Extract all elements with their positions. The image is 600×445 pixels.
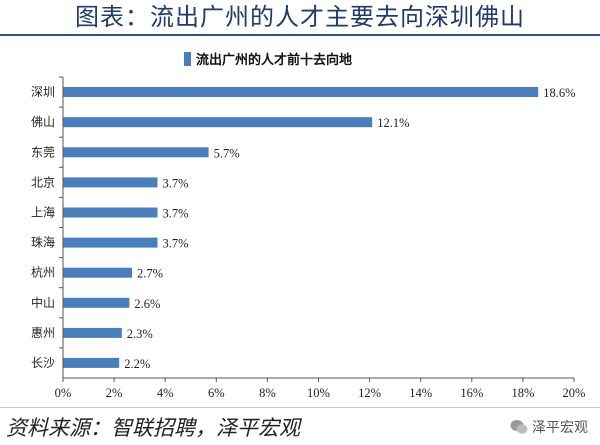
legend-label: 流出广州的人才前十去向地 <box>196 52 352 68</box>
x-tick-label: 4% <box>157 386 174 400</box>
x-tick-label: 6% <box>208 386 225 400</box>
brand-name: 泽平宏观 <box>532 420 588 436</box>
category-label: 佛山 <box>31 115 55 129</box>
value-label: 3.7% <box>163 207 189 221</box>
x-tick-label: 14% <box>409 386 432 400</box>
bar-0 <box>63 87 539 97</box>
bars-group <box>63 87 539 368</box>
category-label: 杭州 <box>31 265 55 280</box>
bar-5 <box>63 237 158 248</box>
category-label: 珠海 <box>31 235 55 250</box>
bar-8 <box>63 327 122 338</box>
category-label: 北京 <box>31 175 55 189</box>
x-tick-label: 18% <box>511 386 534 400</box>
page-title: 图表：流出广州的人才主要去向深圳佛山 <box>75 3 525 31</box>
value-label: 5.7% <box>214 146 240 160</box>
bar-6 <box>63 267 132 278</box>
x-tick-label: 2% <box>106 386 123 400</box>
value-label: 3.7% <box>163 237 189 251</box>
x-tick-label: 16% <box>460 386 483 400</box>
x-tick-label: 20% <box>563 386 586 400</box>
bar-2 <box>63 147 209 158</box>
category-label: 长沙 <box>31 356 55 370</box>
x-tick-label: 8% <box>259 386 276 400</box>
x-tick-label: 12% <box>358 386 381 400</box>
value-label: 2.3% <box>127 327 153 341</box>
wechat-icon <box>510 420 528 434</box>
bar-9 <box>63 357 120 368</box>
bar-7 <box>63 297 130 308</box>
legend-swatch <box>184 52 191 66</box>
value-label: 2.2% <box>124 357 150 371</box>
value-label: 2.6% <box>134 297 160 311</box>
bar-1 <box>63 117 373 128</box>
bar-4 <box>63 207 158 218</box>
value-labels: 18.6% 12.1% 5.7% 3.7% 3.7% 3.7% 2.7% 2.6% 2.3% 2.… <box>124 86 575 371</box>
category-label: 中山 <box>31 295 55 310</box>
bar-3 <box>63 177 158 188</box>
category-label: 上海 <box>31 205 55 220</box>
title-bar: 图表：流出广州的人才主要去向深圳佛山 <box>0 0 600 36</box>
source-bar: 资料来源：智联招聘，泽平宏观 泽平宏观 <box>0 407 600 445</box>
x-tick-label: 0% <box>55 386 72 400</box>
value-label: 3.7% <box>163 176 189 190</box>
value-label: 12.1% <box>377 116 409 130</box>
value-label: 2.7% <box>137 267 163 281</box>
category-label: 惠州 <box>31 326 55 340</box>
x-axis-ticks: 0% 2% 4% 6% 8% 10% 12% 14% 16% 18% 20% <box>55 378 586 400</box>
category-label: 东莞 <box>31 145 55 159</box>
x-tick-label: 10% <box>307 386 330 400</box>
brand-watermark: 泽平宏观 <box>510 417 588 437</box>
source-text: 资料来源：智联招聘，泽平宏观 <box>6 416 300 440</box>
category-label: 深圳 <box>31 85 55 99</box>
value-label: 18.6% <box>543 86 575 100</box>
chart-legend: 流出广州的人才前十去向地 <box>184 52 352 68</box>
